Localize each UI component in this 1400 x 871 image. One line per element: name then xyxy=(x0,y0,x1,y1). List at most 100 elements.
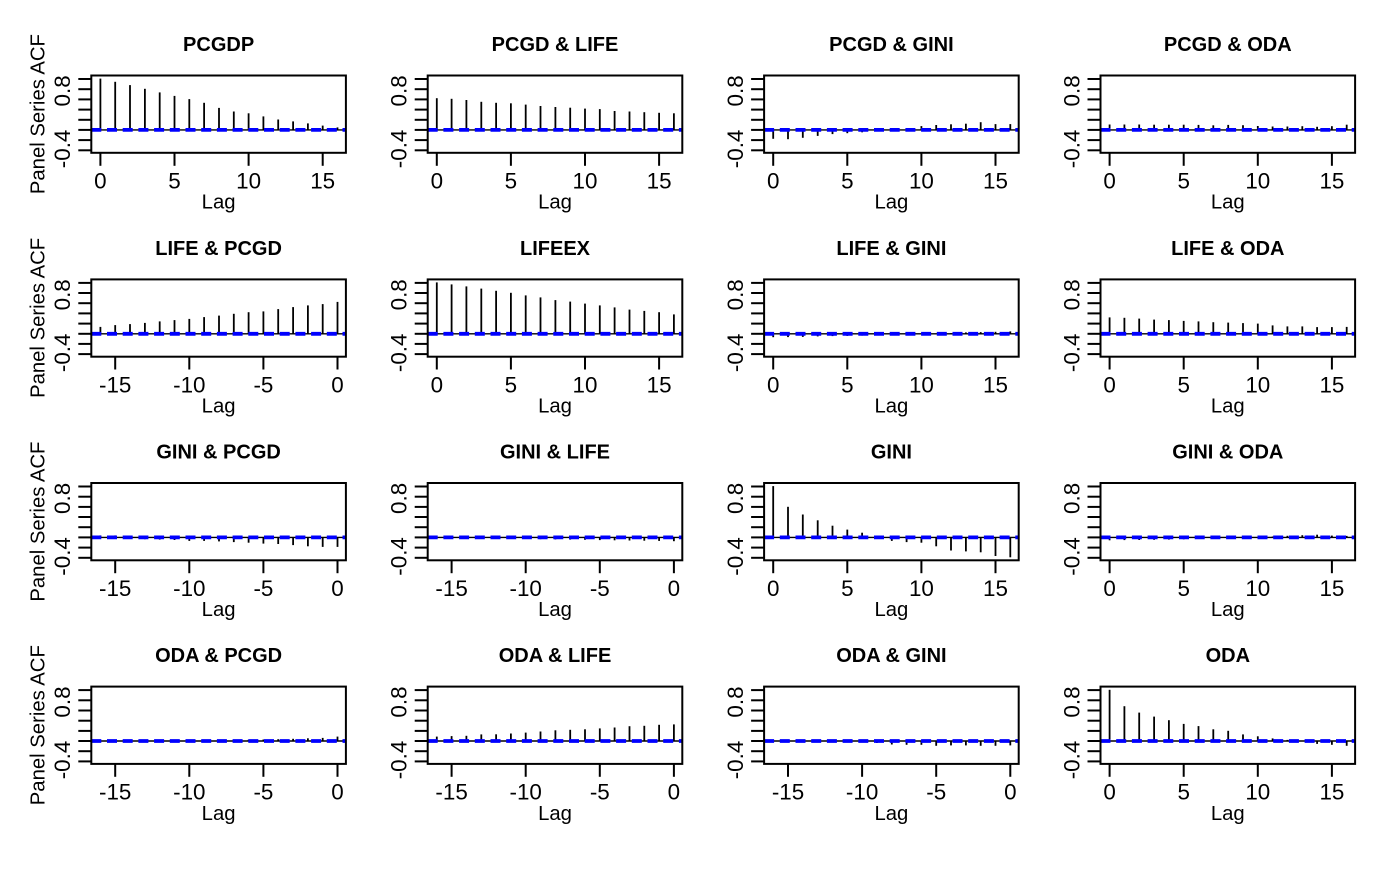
svg-text:0: 0 xyxy=(1103,780,1115,805)
svg-text:15: 15 xyxy=(1319,576,1344,601)
svg-text:Lag: Lag xyxy=(1211,803,1245,825)
svg-text:-0.4: -0.4 xyxy=(1059,130,1084,169)
svg-text:-0.4: -0.4 xyxy=(723,130,748,169)
svg-text:0.8: 0.8 xyxy=(387,75,412,106)
svg-text:0.8: 0.8 xyxy=(50,279,75,310)
svg-text:0.8: 0.8 xyxy=(723,686,748,717)
svg-text:0: 0 xyxy=(767,169,779,194)
svg-text:10: 10 xyxy=(909,576,934,601)
svg-text:LIFE & PCGD: LIFE & PCGD xyxy=(155,238,282,260)
svg-text:5: 5 xyxy=(168,169,180,194)
svg-text:-10: -10 xyxy=(173,372,205,397)
svg-text:0.8: 0.8 xyxy=(50,483,75,514)
svg-text:ODA & PCGD: ODA & PCGD xyxy=(155,645,282,667)
svg-text:Lag: Lag xyxy=(1211,192,1245,214)
svg-text:-0.4: -0.4 xyxy=(723,334,748,373)
svg-text:15: 15 xyxy=(983,576,1008,601)
svg-text:0.8: 0.8 xyxy=(1059,75,1084,106)
svg-text:-10: -10 xyxy=(510,576,542,601)
svg-text:-0.4: -0.4 xyxy=(1059,537,1084,576)
svg-text:0.8: 0.8 xyxy=(1059,279,1084,310)
svg-text:-10: -10 xyxy=(173,780,205,805)
svg-text:10: 10 xyxy=(1245,780,1270,805)
svg-text:0: 0 xyxy=(431,372,443,397)
svg-text:0: 0 xyxy=(1103,372,1115,397)
svg-text:Lag: Lag xyxy=(538,192,572,214)
svg-text:-0.4: -0.4 xyxy=(50,537,75,576)
svg-text:5: 5 xyxy=(841,576,853,601)
svg-text:-0.4: -0.4 xyxy=(387,130,412,169)
svg-text:-0.4: -0.4 xyxy=(50,130,75,169)
svg-text:5: 5 xyxy=(505,372,517,397)
svg-text:0: 0 xyxy=(1103,576,1115,601)
svg-text:LIFEEX: LIFEEX xyxy=(520,238,591,260)
svg-text:Lag: Lag xyxy=(202,192,236,214)
svg-text:-5: -5 xyxy=(926,780,946,805)
svg-text:Lag: Lag xyxy=(202,803,236,825)
svg-text:Lag: Lag xyxy=(874,395,908,417)
svg-text:0: 0 xyxy=(668,576,680,601)
svg-text:Lag: Lag xyxy=(202,599,236,621)
svg-text:5: 5 xyxy=(1177,372,1189,397)
svg-text:PCGD & GINI: PCGD & GINI xyxy=(829,34,953,56)
svg-text:15: 15 xyxy=(983,169,1008,194)
svg-text:0: 0 xyxy=(331,576,343,601)
svg-text:0.8: 0.8 xyxy=(387,483,412,514)
svg-text:Lag: Lag xyxy=(202,395,236,417)
svg-text:0.8: 0.8 xyxy=(1059,483,1084,514)
svg-text:15: 15 xyxy=(1319,169,1344,194)
svg-text:-5: -5 xyxy=(253,576,273,601)
svg-text:Panel Series ACF: Panel Series ACF xyxy=(27,645,49,805)
svg-text:ODA & GINI: ODA & GINI xyxy=(836,645,946,667)
svg-text:5: 5 xyxy=(1177,780,1189,805)
svg-text:GINI & LIFE: GINI & LIFE xyxy=(500,442,610,464)
svg-text:5: 5 xyxy=(1177,576,1189,601)
svg-text:15: 15 xyxy=(647,169,672,194)
svg-text:-0.4: -0.4 xyxy=(1059,334,1084,373)
svg-text:0.8: 0.8 xyxy=(387,279,412,310)
svg-text:-10: -10 xyxy=(173,576,205,601)
svg-text:Panel Series ACF: Panel Series ACF xyxy=(27,442,49,602)
svg-text:0.8: 0.8 xyxy=(50,686,75,717)
svg-text:-0.4: -0.4 xyxy=(723,537,748,576)
svg-text:Lag: Lag xyxy=(1211,395,1245,417)
svg-text:LIFE & ODA: LIFE & ODA xyxy=(1171,238,1284,260)
svg-text:0: 0 xyxy=(94,169,106,194)
svg-text:-10: -10 xyxy=(846,780,878,805)
svg-text:15: 15 xyxy=(310,169,335,194)
svg-text:GINI & PCGD: GINI & PCGD xyxy=(156,442,280,464)
svg-text:-15: -15 xyxy=(99,372,131,397)
svg-text:0.8: 0.8 xyxy=(723,483,748,514)
svg-text:-15: -15 xyxy=(99,576,131,601)
svg-text:Lag: Lag xyxy=(874,803,908,825)
svg-text:10: 10 xyxy=(573,169,598,194)
svg-text:-15: -15 xyxy=(99,780,131,805)
svg-text:15: 15 xyxy=(983,372,1008,397)
svg-text:Panel Series ACF: Panel Series ACF xyxy=(27,34,49,194)
svg-text:LIFE & GINI: LIFE & GINI xyxy=(836,238,946,260)
svg-text:-0.4: -0.4 xyxy=(387,741,412,780)
svg-text:10: 10 xyxy=(573,372,598,397)
svg-text:5: 5 xyxy=(505,169,517,194)
svg-text:0.8: 0.8 xyxy=(1059,686,1084,717)
svg-text:10: 10 xyxy=(1245,372,1270,397)
svg-text:-0.4: -0.4 xyxy=(387,537,412,576)
svg-text:-10: -10 xyxy=(510,780,542,805)
svg-text:ODA: ODA xyxy=(1206,645,1250,667)
svg-text:Lag: Lag xyxy=(538,803,572,825)
svg-text:10: 10 xyxy=(909,169,934,194)
svg-text:0.8: 0.8 xyxy=(387,686,412,717)
svg-text:0: 0 xyxy=(331,372,343,397)
svg-text:PCGDP: PCGDP xyxy=(183,34,254,56)
svg-text:10: 10 xyxy=(1245,169,1270,194)
svg-text:Lag: Lag xyxy=(874,192,908,214)
svg-text:-5: -5 xyxy=(590,780,610,805)
svg-text:GINI & ODA: GINI & ODA xyxy=(1172,442,1283,464)
svg-text:GINI: GINI xyxy=(871,442,912,464)
svg-text:-5: -5 xyxy=(590,576,610,601)
svg-text:5: 5 xyxy=(841,372,853,397)
svg-text:-0.4: -0.4 xyxy=(1059,741,1084,780)
svg-text:10: 10 xyxy=(1245,576,1270,601)
svg-text:0: 0 xyxy=(1004,780,1016,805)
svg-text:0: 0 xyxy=(767,576,779,601)
